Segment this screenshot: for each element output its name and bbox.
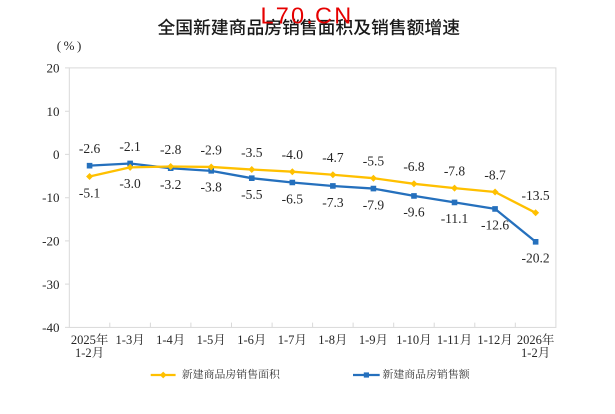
svg-text:1-10: 1-10 <box>396 333 419 347</box>
svg-text:-4.0: -4.0 <box>282 147 304 162</box>
svg-text:1-2: 1-2 <box>521 346 538 360</box>
svg-text:-5.5: -5.5 <box>241 187 263 202</box>
svg-text:-2.9: -2.9 <box>201 142 223 157</box>
svg-text:(%): (%) <box>57 38 84 53</box>
svg-text:20: 20 <box>47 61 60 76</box>
svg-text:-20: -20 <box>42 234 59 249</box>
svg-text:-30: -30 <box>42 277 59 292</box>
svg-text:-12.6: -12.6 <box>481 218 509 233</box>
svg-text:-2.8: -2.8 <box>160 142 182 157</box>
svg-text:1-2: 1-2 <box>75 346 92 360</box>
svg-text:-11.1: -11.1 <box>441 211 469 226</box>
svg-text:0: 0 <box>53 147 60 162</box>
svg-text:1-6: 1-6 <box>237 333 254 347</box>
svg-text:2025: 2025 <box>71 333 96 347</box>
svg-text:-5.5: -5.5 <box>363 154 385 169</box>
svg-text:-3.0: -3.0 <box>119 176 141 191</box>
svg-text:-5.1: -5.1 <box>79 185 100 200</box>
svg-text:-40: -40 <box>42 320 59 335</box>
svg-text:2026: 2026 <box>517 333 542 347</box>
svg-text:-2.1: -2.1 <box>119 139 140 154</box>
svg-text:-9.6: -9.6 <box>403 205 425 220</box>
svg-text:-4.7: -4.7 <box>322 150 344 165</box>
svg-text:-10: -10 <box>42 190 59 205</box>
svg-text:10: 10 <box>47 104 60 119</box>
svg-text:-7.9: -7.9 <box>363 197 385 212</box>
svg-text:1-9: 1-9 <box>359 333 376 347</box>
svg-text:1-5: 1-5 <box>197 333 214 347</box>
svg-text:-6.8: -6.8 <box>403 159 425 174</box>
svg-text:-2.6: -2.6 <box>79 141 101 156</box>
svg-text:-7.3: -7.3 <box>322 195 344 210</box>
svg-text:-8.7: -8.7 <box>484 167 506 182</box>
svg-text:-3.2: -3.2 <box>160 177 181 192</box>
svg-text:1-7: 1-7 <box>278 333 295 347</box>
svg-text:-7.8: -7.8 <box>444 164 466 179</box>
svg-text:L70.CN: L70.CN <box>261 2 354 28</box>
svg-text:-6.5: -6.5 <box>282 191 304 206</box>
svg-text:-20.2: -20.2 <box>522 251 550 266</box>
svg-text:1-4: 1-4 <box>156 333 173 347</box>
svg-text:1-11: 1-11 <box>437 333 459 347</box>
svg-text:-3.5: -3.5 <box>241 145 263 160</box>
svg-text:-13.5: -13.5 <box>522 188 550 203</box>
svg-text:1-8: 1-8 <box>318 333 335 347</box>
svg-text:-3.8: -3.8 <box>201 180 223 195</box>
svg-text:1-3: 1-3 <box>116 333 133 347</box>
svg-text:1-12: 1-12 <box>477 333 500 347</box>
